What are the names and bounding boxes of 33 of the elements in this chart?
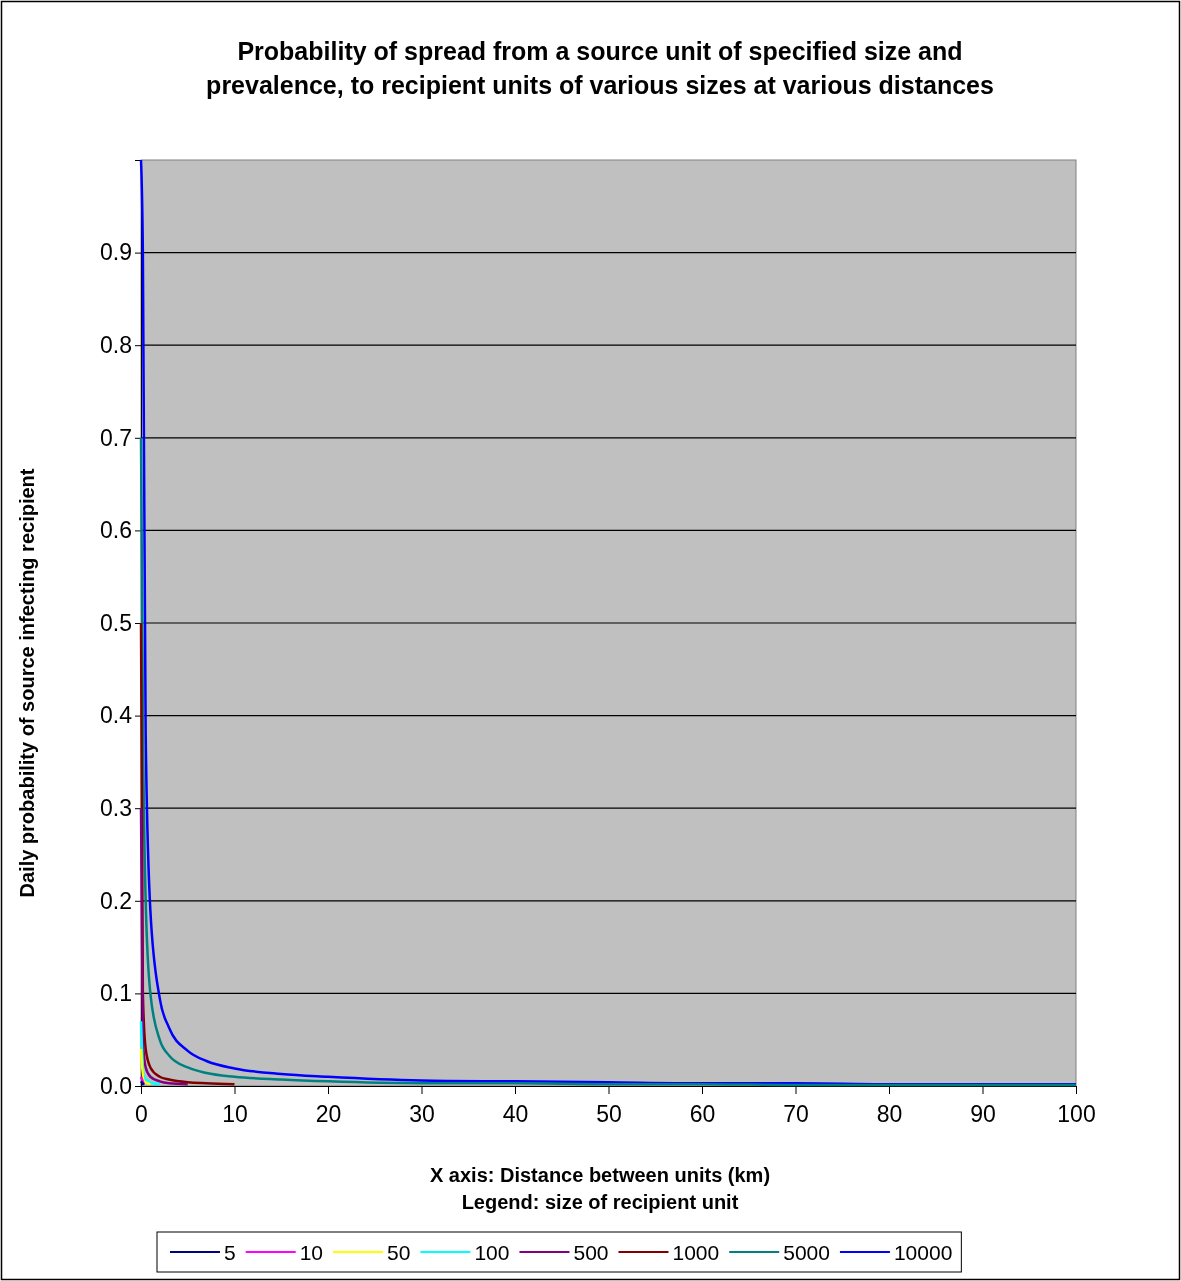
y-tick-label: 0.6: [100, 517, 132, 544]
y-tick-label: 0.0: [100, 1072, 132, 1099]
legend-label: 10: [299, 1241, 324, 1264]
x-tick-label: 60: [689, 1101, 716, 1128]
legend-label: 5000: [783, 1241, 830, 1264]
y-tick-label: 0.2: [100, 887, 132, 914]
x-tick-label: 50: [596, 1101, 622, 1128]
y-tick-label: 0.9: [100, 239, 132, 266]
y-tick-label: 0.1: [100, 980, 132, 1007]
x-tick-label: 0: [135, 1101, 148, 1128]
x-tick-label: 10: [222, 1101, 248, 1128]
x-tick-label: 40: [502, 1101, 529, 1128]
legend-label: 100: [474, 1241, 510, 1264]
x-tick-label: 70: [783, 1101, 809, 1128]
x-axis-title: X axis: Distance between units (km): [429, 1164, 771, 1186]
x-tick-label: 90: [970, 1101, 996, 1128]
y-tick-label: 0.8: [100, 332, 132, 359]
x-tick-label: 100: [1057, 1101, 1096, 1128]
y-tick-label: 0.3: [100, 795, 132, 822]
y-axis-title: Daily probability of source infecting recipient: [16, 468, 38, 898]
x-tick-label: 30: [409, 1101, 435, 1128]
legend-label: 5: [224, 1241, 236, 1264]
x-tick-label: 20: [315, 1101, 342, 1128]
y-tick-label: 0.4: [100, 702, 133, 729]
x-tick-label: 80: [876, 1101, 903, 1128]
legend-label: 10000: [893, 1241, 953, 1264]
legend-title: Legend: size of recipient unit: [461, 1191, 739, 1213]
legend-label: 1000: [672, 1241, 720, 1264]
y-tick-label: 0.5: [100, 609, 132, 636]
chart-title: Probability of spread from a source unit of specified size and prevalence, to recipient units of various sizes at various distances: [206, 37, 994, 99]
legend-label: 50: [387, 1241, 411, 1264]
y-tick-label: 0.7: [100, 424, 132, 451]
legend-label: 500: [573, 1241, 609, 1264]
